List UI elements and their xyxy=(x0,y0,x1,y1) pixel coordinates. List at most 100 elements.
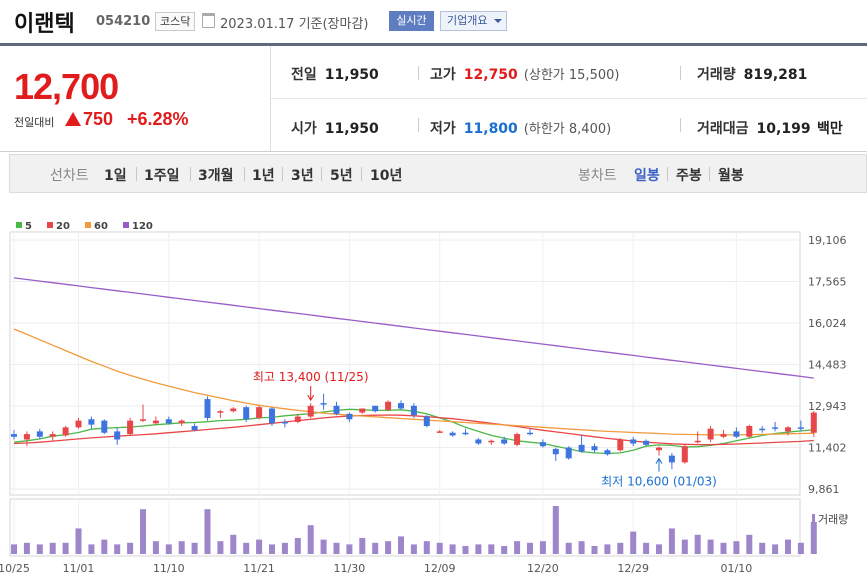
x-tick-label: 10/25 xyxy=(0,562,30,575)
stock-code: 054210 xyxy=(96,14,151,29)
volume-legend-swatch xyxy=(812,514,815,524)
period-1w[interactable]: 1주일 xyxy=(144,168,180,184)
candle-body xyxy=(243,407,250,420)
stat-prev-close: 전일 11,950 xyxy=(291,64,379,84)
volume-bar xyxy=(294,538,301,554)
candle-body xyxy=(204,399,211,418)
price-plot-area xyxy=(9,231,801,496)
candle-chart-label: 봉차트 xyxy=(578,168,617,184)
period-3y[interactable]: 3년 xyxy=(291,168,314,184)
volume-bar xyxy=(617,542,624,554)
y-axis-labels: 19,106 17,565 16,024 14,483 12,943 11,402 9,86… xyxy=(808,234,847,496)
period-5y[interactable]: 5년 xyxy=(330,168,353,184)
volume-bar xyxy=(449,544,456,554)
volume-bar xyxy=(462,546,469,554)
candle-body xyxy=(178,420,185,424)
stat-value: 11,950 xyxy=(324,67,379,83)
volume-bar xyxy=(759,542,766,554)
volume-bar xyxy=(217,541,224,554)
panel-divider xyxy=(270,46,271,151)
volume-bar xyxy=(488,544,495,554)
volume-bar xyxy=(694,534,701,554)
legend-label: 120 xyxy=(132,221,153,232)
volume-bar xyxy=(527,542,533,554)
legend-swatch xyxy=(47,222,53,228)
change-label: 전일대비 xyxy=(14,116,55,129)
period-3m[interactable]: 3개월 xyxy=(198,168,234,184)
candle-body xyxy=(449,432,456,436)
volume-bar xyxy=(269,544,275,554)
stat-value: 11,950 xyxy=(324,121,379,137)
candle-body xyxy=(36,431,43,437)
realtime-button[interactable]: 실시간 xyxy=(389,11,434,31)
volume-bar xyxy=(101,539,108,554)
period-10y[interactable]: 10년 xyxy=(370,168,403,184)
stat-label: 거래량 xyxy=(697,67,736,83)
volume-bar xyxy=(514,541,521,554)
stat-open: 시가 11,950 xyxy=(291,118,379,138)
candle-body xyxy=(75,420,82,428)
volume-bar xyxy=(165,544,172,554)
candle-body xyxy=(656,447,662,451)
stock-name: 이랜텍 xyxy=(14,12,75,37)
period-1y[interactable]: 1년 xyxy=(252,168,275,184)
x-tick-label: 12/20 xyxy=(527,562,559,575)
volume-bar xyxy=(75,528,82,554)
candle-weekly[interactable]: 주봉 xyxy=(676,168,702,184)
row-divider xyxy=(271,98,867,99)
option-divider xyxy=(361,167,362,181)
y-tick-label: 9,861 xyxy=(808,483,840,496)
col-divider xyxy=(680,66,681,80)
chart-canvas: 5 20 60 120 19,10617,56516,02414,48312,9431… xyxy=(0,221,848,575)
company-overview-dropdown[interactable]: 기업개요 xyxy=(440,11,507,31)
candle-daily[interactable]: 일봉 xyxy=(634,168,660,184)
candle-body xyxy=(140,419,146,421)
volume-bar xyxy=(423,541,430,554)
volume-bar xyxy=(578,541,585,554)
volume-bar xyxy=(656,544,662,554)
candle-body xyxy=(578,444,585,452)
volume-bar xyxy=(772,544,779,554)
y-tick-label: 17,565 xyxy=(808,276,847,289)
legend-swatch xyxy=(16,222,22,228)
volume-bar xyxy=(720,542,727,554)
volume-bar xyxy=(501,546,508,554)
volume-bar xyxy=(565,542,572,554)
candle-body xyxy=(410,405,417,416)
x-tick-label: 12/29 xyxy=(617,562,649,575)
candle-body xyxy=(772,427,779,429)
option-divider xyxy=(282,167,283,181)
period-1d[interactable]: 1일 xyxy=(104,168,127,184)
candle-body xyxy=(694,440,701,443)
stat-low: 저가 11,800 (하한가 8,400) xyxy=(430,118,611,138)
volume-bar xyxy=(23,542,30,554)
volume-bar xyxy=(127,542,134,554)
legend-label: 20 xyxy=(56,221,70,232)
stat-value: 819,281 xyxy=(743,67,808,83)
candle-body xyxy=(733,431,740,437)
stock-chart[interactable]: 5 20 60 120 19,106 17,565 16,024 14,483 12,943 1… xyxy=(0,196,867,581)
candle-body xyxy=(475,439,482,444)
volume-bar xyxy=(281,542,288,554)
candle-body xyxy=(488,440,495,443)
y-tick-label: 16,024 xyxy=(808,317,847,330)
volume-bar xyxy=(591,546,598,554)
volume-bar xyxy=(88,544,95,554)
volume-bar xyxy=(62,542,69,554)
market-badge: 코스닥 xyxy=(155,12,196,31)
candle-body xyxy=(217,411,224,413)
volume-bar xyxy=(256,539,263,554)
candle-body xyxy=(759,428,766,431)
candle-body xyxy=(385,401,392,410)
candle-body xyxy=(617,439,624,451)
lower-limit-label: (하한가 xyxy=(523,122,565,137)
volume-bar xyxy=(114,544,121,554)
volume-bar xyxy=(359,538,366,554)
stat-unit: 백만 xyxy=(817,121,843,137)
candle-body xyxy=(501,439,508,444)
stat-amount: 거래대금 10,199 백만 xyxy=(697,118,843,138)
legend-label: 60 xyxy=(94,221,108,232)
candle-monthly[interactable]: 월봉 xyxy=(718,168,744,184)
stat-value: 11,800 xyxy=(463,121,518,137)
volume-bar xyxy=(191,542,198,554)
